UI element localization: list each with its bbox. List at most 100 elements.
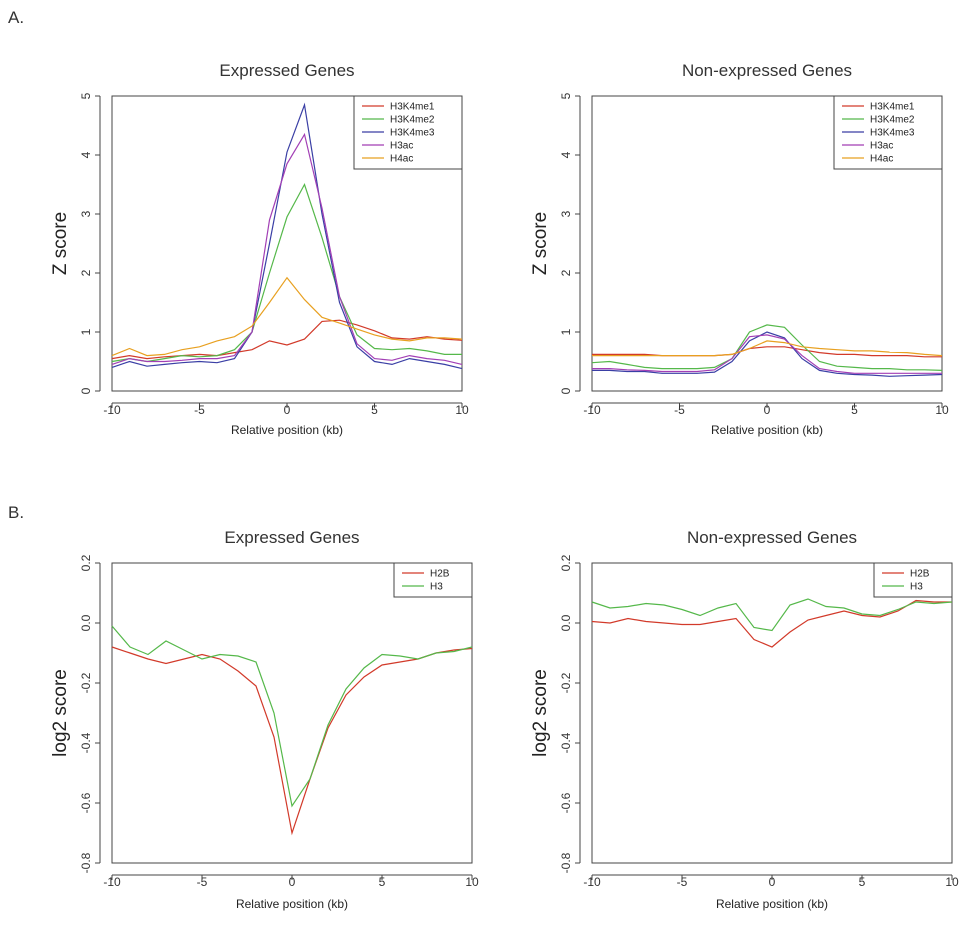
y-tick-label: 3 [559, 210, 573, 217]
series-line-h2b [591, 599, 952, 648]
x-tick-label: 5 [379, 875, 386, 889]
x-tick-label: 10 [935, 403, 949, 417]
plot-frame [111, 95, 463, 392]
chart-title: Expressed Genes [224, 528, 359, 547]
x-tick-label: -10 [583, 403, 601, 417]
x-tick-label: 5 [859, 875, 866, 889]
legend-label: H3 [910, 582, 923, 593]
y-tick-label: 0 [79, 387, 93, 394]
legend-label: H3K4me3 [390, 128, 435, 139]
y-tick-label: -0.6 [79, 792, 93, 813]
x-tick-label: -5 [197, 875, 208, 889]
x-tick-label: 10 [945, 875, 959, 889]
legend-label: H3ac [390, 141, 413, 152]
y-tick-label: -0.6 [559, 792, 573, 813]
x-tick-label: 5 [371, 403, 378, 417]
y-tick-label: 0 [559, 387, 573, 394]
series-line-h3 [111, 625, 473, 808]
y-tick-label: 2 [559, 269, 573, 276]
x-tick-label: -10 [103, 403, 121, 417]
legend-label: H3K4me1 [870, 102, 915, 113]
x-tick-label: 0 [284, 403, 291, 417]
y-tick-label: 5 [559, 92, 573, 99]
y-axis-label: log2 score [530, 669, 551, 757]
x-tick-label: 0 [764, 403, 771, 417]
series-line-h3k4me1 [111, 319, 463, 360]
y-tick-label: 4 [559, 151, 573, 158]
legend: H3K4me1 H3K4me2 H3K4me3 H3ac H4ac [353, 95, 463, 170]
chart-expressed-log2: Expressed Genes -10 -5 0 5 10 -0.8 -0.6 -0.4 -0.2… [50, 528, 479, 911]
y-tick-label: 0.2 [79, 554, 93, 571]
x-tick-label: -10 [583, 875, 601, 889]
series-line-h3k4me3 [592, 331, 943, 377]
legend-label: H3K4me2 [390, 115, 435, 126]
y-tick-label: -0.4 [559, 732, 573, 753]
chart-nonexpressed-log2: Non-expressed Genes -10 -5 0 5 10 -0.8 -0.6 -0.4… [530, 528, 959, 911]
legend-box [393, 562, 473, 598]
x-tick-label: 10 [465, 875, 479, 889]
y-tick-label: -0.8 [79, 852, 93, 873]
x-tick-label: -5 [677, 875, 688, 889]
x-tick-label: 0 [769, 875, 776, 889]
series-line-h3ac [111, 132, 463, 365]
y-tick-label: 0.0 [79, 614, 93, 631]
x-tick-label: 5 [851, 403, 858, 417]
series-line-h3k4me2 [591, 324, 943, 371]
y-tick-label: 1 [79, 328, 93, 335]
y-axis-label: Z score [50, 212, 71, 275]
y-tick-label: 3 [79, 210, 93, 217]
series-line-h3k4me3 [111, 102, 463, 370]
y-tick-label: 5 [79, 92, 93, 99]
x-tick-label: -5 [194, 403, 205, 417]
legend-box [873, 562, 953, 598]
series-line-h4ac [111, 276, 463, 357]
legend-label: H3ac [870, 141, 893, 152]
legend-label: H3 [430, 582, 443, 593]
x-tick-label: 0 [289, 875, 296, 889]
series-line-h3k4me1 [592, 346, 942, 358]
legend-label: H2B [430, 569, 450, 580]
chart-title: Non-expressed Genes [687, 528, 857, 547]
y-tick-label: -0.2 [79, 672, 93, 693]
legend: H3K4me1 H3K4me2 H3K4me3 H3ac H4ac [833, 95, 943, 170]
y-tick-label: -0.8 [559, 852, 573, 873]
chart-expressed-zscore: Expressed Genes -10 -5 0 5 10 0 1 2 3 4 5 Relative p… [50, 61, 469, 437]
y-tick-label: -0.2 [559, 672, 573, 693]
legend-label: H3K4me2 [870, 115, 915, 126]
series-line-h3k4me2 [111, 182, 462, 363]
series-line-h3 [591, 598, 953, 632]
plot-frame [591, 562, 953, 864]
panel-label-b: B. [8, 503, 25, 522]
x-tick-label: -5 [674, 403, 685, 417]
x-axis-label: Relative position (kb) [711, 423, 823, 437]
legend-label: H4ac [390, 154, 413, 165]
panel-label-a: A. [8, 8, 25, 27]
plot-frame [591, 95, 943, 392]
chart-nonexpressed-zscore: Non-expressed Genes -10 -5 0 5 10 0 1 2 3 4 5 Relati… [530, 61, 949, 437]
y-axis-label: log2 score [50, 669, 71, 757]
legend-label: H3K4me3 [870, 128, 915, 139]
series-line-h4ac [592, 340, 943, 357]
y-tick-label: 4 [79, 151, 93, 158]
y-tick-label: 0.2 [559, 554, 573, 571]
y-tick-label: 1 [559, 328, 573, 335]
legend-label: H2B [910, 569, 930, 580]
x-axis-label: Relative position (kb) [716, 897, 828, 911]
series-line-h2b [111, 646, 473, 836]
y-tick-label: 0.0 [559, 614, 573, 631]
plot-frame [111, 562, 473, 864]
x-tick-label: -10 [103, 875, 121, 889]
x-tick-label: 10 [455, 403, 469, 417]
y-tick-label: -0.4 [79, 732, 93, 753]
y-axis-label: Z score [530, 212, 551, 275]
chart-title: Non-expressed Genes [682, 61, 852, 80]
legend-label: H4ac [870, 154, 893, 165]
legend-label: H3K4me1 [390, 102, 435, 113]
x-axis-label: Relative position (kb) [231, 423, 343, 437]
chart-title: Expressed Genes [219, 61, 354, 80]
x-axis-label: Relative position (kb) [236, 897, 348, 911]
series-line-h3ac [592, 334, 942, 374]
y-tick-label: 2 [79, 269, 93, 276]
